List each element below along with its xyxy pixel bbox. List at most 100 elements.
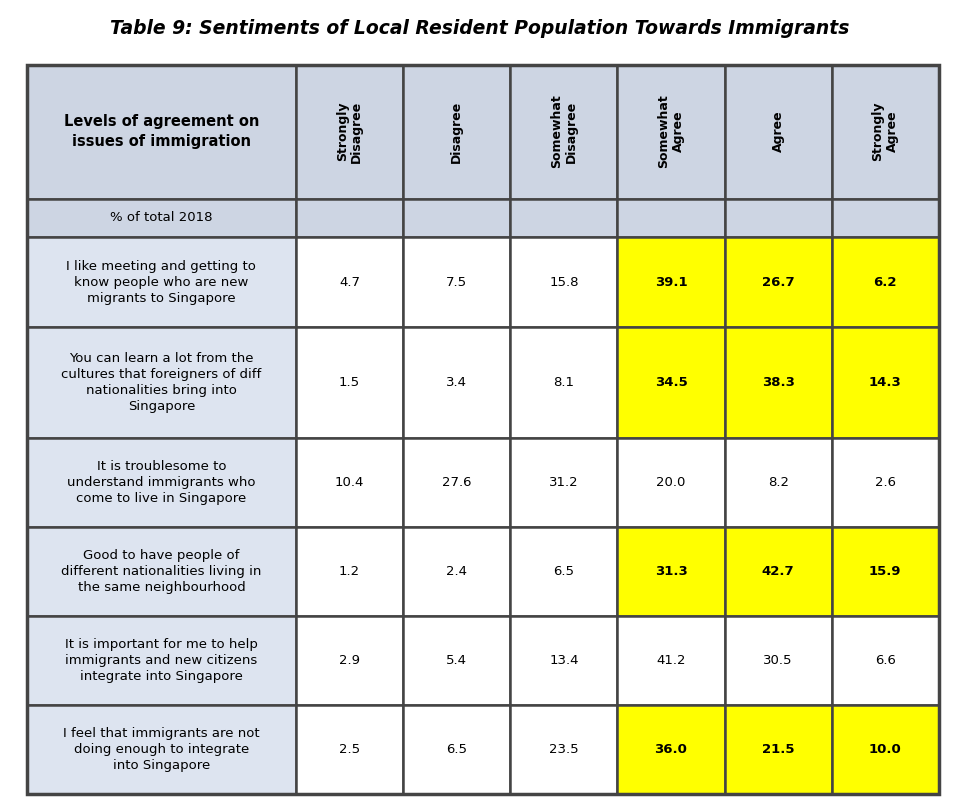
Text: I feel that immigrants are not
doing enough to integrate
into Singapore: I feel that immigrants are not doing eno… (63, 727, 260, 773)
Bar (617, 65, 725, 198)
Bar (617, 237, 725, 327)
Text: 31.3: 31.3 (655, 565, 687, 578)
Text: 31.2: 31.2 (549, 476, 579, 489)
Bar (27, 616, 296, 705)
Bar (296, 527, 403, 616)
Text: Good to have people of
different nationalities living in
the same neighbourhood: Good to have people of different nationa… (61, 549, 261, 594)
Text: 8.2: 8.2 (768, 476, 789, 489)
Bar (296, 327, 403, 438)
Bar (831, 705, 939, 794)
Text: It is troublesome to
understand immigrants who
come to live in Singapore: It is troublesome to understand immigran… (67, 460, 255, 505)
Text: 34.5: 34.5 (655, 375, 687, 388)
Bar (403, 438, 511, 527)
Bar (725, 527, 831, 616)
Text: You can learn a lot from the
cultures that foreigners of diff
nationalities brin: You can learn a lot from the cultures th… (61, 352, 261, 413)
Bar (725, 616, 831, 705)
Bar (511, 65, 617, 198)
Text: 2.6: 2.6 (875, 476, 896, 489)
Bar (617, 705, 725, 794)
Bar (403, 237, 511, 327)
Bar (831, 527, 939, 616)
Text: 26.7: 26.7 (762, 276, 795, 289)
Text: 2.4: 2.4 (446, 565, 468, 578)
Bar (296, 65, 403, 198)
Text: 6.6: 6.6 (875, 654, 896, 667)
Text: 41.2: 41.2 (657, 654, 685, 667)
Text: 6.2: 6.2 (874, 276, 897, 289)
Text: 1.2: 1.2 (339, 565, 360, 578)
Text: 27.6: 27.6 (442, 476, 471, 489)
Text: Strongly
Agree: Strongly Agree (872, 102, 900, 161)
Bar (27, 327, 296, 438)
Text: 38.3: 38.3 (761, 375, 795, 388)
Text: 23.5: 23.5 (549, 743, 579, 756)
Bar (511, 198, 617, 237)
Bar (617, 616, 725, 705)
Bar (511, 327, 617, 438)
Bar (725, 198, 831, 237)
Bar (725, 705, 831, 794)
Bar (27, 237, 296, 327)
Text: 5.4: 5.4 (446, 654, 468, 667)
Bar (403, 327, 511, 438)
Bar (403, 705, 511, 794)
Bar (831, 438, 939, 527)
Bar (511, 527, 617, 616)
Text: 20.0: 20.0 (657, 476, 685, 489)
Bar (27, 527, 296, 616)
Text: Somewhat
Agree: Somewhat Agree (658, 95, 684, 168)
Text: 3.4: 3.4 (446, 375, 468, 388)
Bar (831, 616, 939, 705)
Bar (27, 198, 296, 237)
Bar (27, 705, 296, 794)
Text: Table 9: Sentiments of Local Resident Population Towards Immigrants: Table 9: Sentiments of Local Resident Po… (110, 19, 850, 38)
Bar (511, 438, 617, 527)
Text: It is important for me to help
immigrants and new citizens
integrate into Singap: It is important for me to help immigrant… (65, 638, 258, 683)
Bar (511, 616, 617, 705)
Text: % of total 2018: % of total 2018 (110, 211, 213, 224)
Bar (296, 198, 403, 237)
Bar (403, 616, 511, 705)
Bar (725, 65, 831, 198)
Bar (617, 327, 725, 438)
Text: 6.5: 6.5 (553, 565, 574, 578)
Bar (725, 237, 831, 327)
Bar (403, 527, 511, 616)
Text: Agree: Agree (772, 111, 784, 152)
Text: 4.7: 4.7 (339, 276, 360, 289)
Text: 42.7: 42.7 (762, 565, 795, 578)
Text: Levels of agreement on
issues of immigration: Levels of agreement on issues of immigra… (63, 114, 259, 149)
Bar (296, 438, 403, 527)
Bar (725, 327, 831, 438)
Text: Disagree: Disagree (450, 100, 463, 163)
Text: 6.5: 6.5 (446, 743, 468, 756)
Bar (617, 527, 725, 616)
Bar (296, 237, 403, 327)
Text: Somewhat
Disagree: Somewhat Disagree (550, 95, 578, 168)
Text: 2.9: 2.9 (339, 654, 360, 667)
Text: 15.9: 15.9 (869, 565, 901, 578)
Bar (831, 198, 939, 237)
Bar (296, 705, 403, 794)
Text: 8.1: 8.1 (553, 375, 574, 388)
Text: 1.5: 1.5 (339, 375, 360, 388)
Text: 30.5: 30.5 (763, 654, 793, 667)
Bar (831, 65, 939, 198)
Text: 10.0: 10.0 (869, 743, 901, 756)
Bar (403, 198, 511, 237)
Bar (27, 438, 296, 527)
Text: 21.5: 21.5 (762, 743, 794, 756)
Bar (725, 438, 831, 527)
Text: 14.3: 14.3 (869, 375, 901, 388)
Bar (296, 616, 403, 705)
Text: 2.5: 2.5 (339, 743, 360, 756)
Text: 39.1: 39.1 (655, 276, 687, 289)
Text: 13.4: 13.4 (549, 654, 579, 667)
Text: I like meeting and getting to
know people who are new
migrants to Singapore: I like meeting and getting to know peopl… (66, 260, 256, 304)
Text: 15.8: 15.8 (549, 276, 579, 289)
Text: 10.4: 10.4 (335, 476, 364, 489)
Bar (617, 198, 725, 237)
Bar (403, 65, 511, 198)
Bar (617, 438, 725, 527)
Bar (27, 65, 296, 198)
